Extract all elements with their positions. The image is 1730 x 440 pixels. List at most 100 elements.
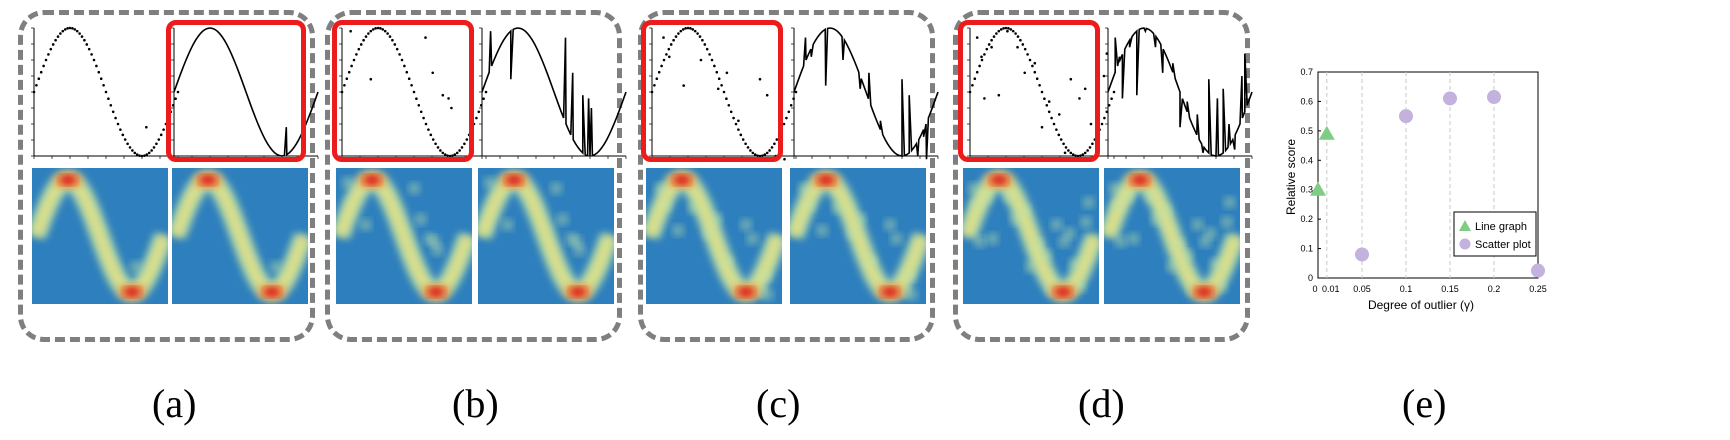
- data-point: [32, 90, 36, 94]
- outlier-blob: [1080, 216, 1093, 228]
- data-point: [1045, 104, 1049, 107]
- data-point: [107, 97, 110, 100]
- plot-c-line: [790, 22, 942, 170]
- series-line: [173, 27, 319, 157]
- legend-triangle-icon: [1459, 220, 1471, 231]
- outlier-blob: [1082, 196, 1095, 209]
- group-a-frame: [18, 10, 315, 342]
- data-point: [157, 138, 161, 141]
- data-point: [698, 35, 702, 38]
- scatter-plot-point: [1487, 90, 1501, 105]
- outlier-blob: [1221, 216, 1234, 228]
- outlier-point: [667, 55, 671, 59]
- subfigure-label-c: (c): [756, 381, 801, 426]
- legend: Line graph Scatter plot: [1453, 211, 1537, 257]
- outlier-blob: [831, 202, 844, 214]
- data-point: [345, 77, 349, 80]
- density-core: [172, 175, 308, 297]
- data-point: [720, 84, 723, 87]
- outlier-blob: [816, 224, 829, 237]
- outlier-blob: [971, 199, 984, 212]
- data-point: [99, 77, 103, 80]
- heatmap-b-scatter-svg: [336, 169, 472, 303]
- outlier-blob: [573, 244, 586, 256]
- data-point: [54, 38, 57, 42]
- heatmap-d-scatter: [963, 168, 1099, 304]
- data-point: [1079, 154, 1082, 157]
- data-point: [39, 70, 43, 74]
- outlier-blob: [1009, 213, 1022, 226]
- data-point: [753, 153, 757, 156]
- data-point: [102, 84, 105, 87]
- data-point: [407, 77, 411, 80]
- data-point: [415, 97, 418, 100]
- density-peak-core: [1132, 175, 1148, 185]
- data-point: [1016, 35, 1020, 38]
- data-point: [1035, 77, 1039, 80]
- data-point: [359, 43, 363, 46]
- data-point: [128, 146, 132, 149]
- data-point: [691, 28, 695, 31]
- data-point: [97, 70, 101, 74]
- data-point: [92, 58, 96, 62]
- data-point: [439, 149, 442, 152]
- outlier-blob: [1181, 249, 1194, 262]
- data-point: [386, 32, 389, 35]
- outlier-point: [725, 71, 729, 75]
- data-point: [383, 29, 387, 33]
- outlier-blob: [740, 218, 752, 231]
- data-point: [78, 32, 81, 35]
- outlier-point: [1063, 151, 1067, 155]
- data-point: [460, 146, 464, 149]
- data-point: [422, 116, 425, 120]
- outlier-blob: [903, 269, 916, 282]
- outlier-blob: [1144, 190, 1157, 203]
- data-point: [417, 104, 421, 107]
- outlier-blob: [1063, 227, 1076, 240]
- data-point: [138, 154, 141, 157]
- data-point: [1057, 133, 1061, 137]
- data-point: [1112, 90, 1116, 94]
- outlier-blob: [129, 260, 142, 273]
- heatmap-d-line: [1104, 168, 1240, 304]
- data-point: [782, 122, 786, 126]
- data-point: [427, 128, 430, 131]
- data-point: [477, 110, 481, 114]
- data-point: [1043, 97, 1046, 100]
- data-point: [453, 153, 457, 156]
- data-point: [51, 43, 55, 46]
- data-point: [1028, 58, 1032, 62]
- data-point: [143, 154, 146, 157]
- data-point: [49, 47, 53, 51]
- data-point: [405, 70, 409, 74]
- x-tick-label: 0.15: [1441, 284, 1459, 294]
- data-point: [75, 29, 79, 33]
- data-point: [710, 58, 714, 62]
- data-point: [727, 104, 731, 107]
- line-graph-point: [1310, 181, 1326, 196]
- y-tick-label: 0.4: [1300, 155, 1313, 165]
- data-point: [133, 151, 137, 155]
- outlier-point: [450, 106, 453, 110]
- outlier-point: [699, 58, 703, 62]
- data-point: [765, 151, 769, 155]
- data-point: [176, 90, 180, 94]
- outlier-blob: [1191, 218, 1204, 231]
- outlier-point: [1102, 74, 1106, 78]
- plot-d-line: [1104, 22, 1256, 170]
- outlier-blob: [1112, 199, 1125, 212]
- outlier-blob: [980, 190, 993, 203]
- outlier-point: [980, 55, 983, 59]
- outlier-blob: [710, 213, 723, 226]
- data-point: [1076, 154, 1080, 158]
- y-tick-label: 0.6: [1300, 96, 1313, 106]
- outlier-blob: [803, 199, 816, 212]
- data-point: [448, 154, 452, 158]
- outlier-blob: [1018, 204, 1031, 217]
- heatmap-c-line-svg: [790, 169, 926, 303]
- data-point: [715, 70, 719, 74]
- outlier-point: [349, 29, 352, 33]
- density-peak-core: [991, 175, 1007, 185]
- data-point: [686, 26, 690, 30]
- y-tick-label: 0.2: [1300, 214, 1313, 224]
